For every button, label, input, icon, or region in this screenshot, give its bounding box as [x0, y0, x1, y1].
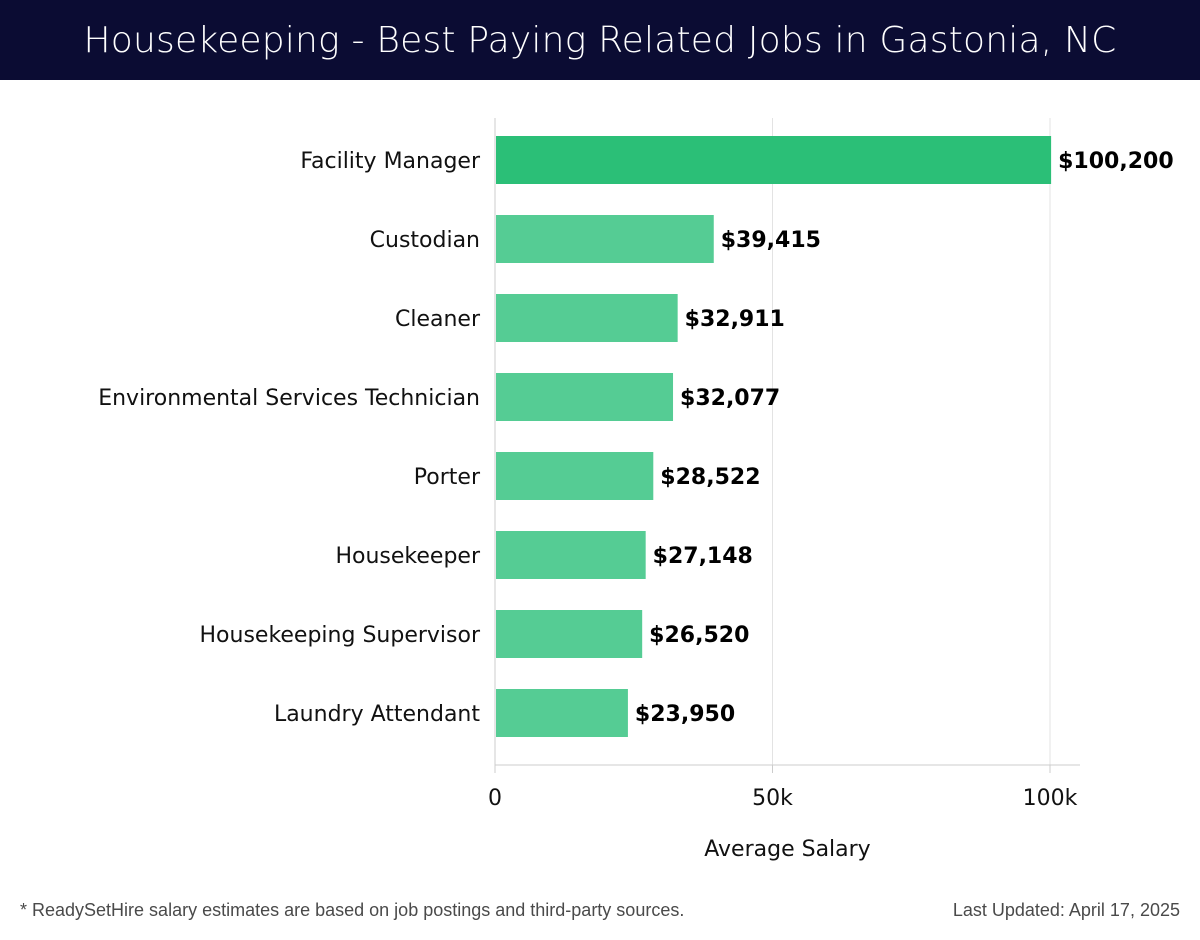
bar — [496, 136, 1052, 184]
value-label: $27,148 — [653, 544, 753, 569]
bar — [496, 452, 654, 500]
category-label: Housekeeping Supervisor — [200, 623, 481, 648]
value-label: $28,522 — [660, 465, 760, 490]
last-updated: Last Updated: April 17, 2025 — [952, 900, 1180, 920]
category-label: Laundry Attendant — [274, 702, 480, 727]
x-tick-label: 100k — [1023, 786, 1078, 811]
chart-title: Housekeeping - Best Paying Related Jobs … — [0, 0, 1200, 80]
category-label: Environmental Services Technician — [98, 386, 480, 411]
category-label: Facility Manager — [300, 149, 481, 174]
category-label: Custodian — [370, 228, 480, 253]
bar — [496, 294, 678, 342]
bar — [496, 610, 643, 658]
category-label: Cleaner — [395, 307, 481, 332]
bar — [496, 531, 646, 579]
value-label: $100,200 — [1058, 149, 1174, 174]
value-label: $23,950 — [635, 702, 735, 727]
bar — [496, 373, 674, 421]
x-tick-label: 50k — [752, 786, 793, 811]
value-label: $26,520 — [649, 623, 749, 648]
category-label: Housekeeper — [335, 544, 480, 569]
bar — [496, 215, 714, 263]
category-label: Porter — [414, 465, 481, 490]
value-label: $39,415 — [721, 228, 821, 253]
value-label: $32,077 — [680, 386, 780, 411]
value-label: $32,911 — [685, 307, 785, 332]
x-axis-label: Average Salary — [704, 837, 870, 862]
footnote: * ReadySetHire salary estimates are base… — [20, 900, 685, 920]
bar — [496, 689, 628, 737]
x-tick-label: 0 — [488, 786, 502, 811]
